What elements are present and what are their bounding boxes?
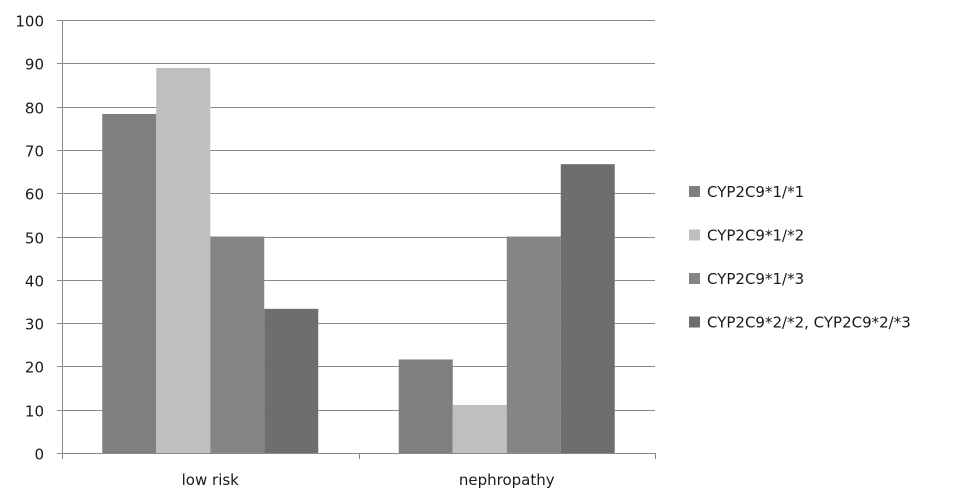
legend-swatch xyxy=(689,273,700,284)
bars xyxy=(102,68,615,454)
legend-label: CYP2C9*1/*3 xyxy=(707,270,804,288)
legend-item: CYP2C9*1/*1 xyxy=(689,183,804,201)
bar-2-3 xyxy=(506,236,561,453)
legend-label: CYP2C9*1/*1 xyxy=(707,183,804,201)
legend-item: CYP2C9*2/*2, CYP2C9*2/*3 xyxy=(689,314,911,332)
legend-swatch xyxy=(689,316,700,328)
legend-swatch xyxy=(689,229,700,241)
y-tick-label: 40 xyxy=(25,273,44,291)
legend: CYP2C9*1/*1 CYP2C9*1/*2 CYP2C9*1/*3 CYP2C9*… xyxy=(689,183,911,332)
y-tick-label: 10 xyxy=(25,403,44,421)
bar-2-2 xyxy=(452,404,507,453)
y-tick-label: 60 xyxy=(25,186,44,204)
y-tick-label: 50 xyxy=(25,230,44,248)
y-tick-label: 90 xyxy=(25,56,44,74)
bar-1-2 xyxy=(156,68,211,454)
x-axis-ticks: low risk nephropathy xyxy=(62,453,656,489)
axes xyxy=(62,20,655,454)
y-tick-label: 100 xyxy=(15,13,44,31)
bar-2-1 xyxy=(398,359,453,453)
y-tick-label: 0 xyxy=(34,446,44,464)
x-tick-label: nephropathy xyxy=(459,471,555,489)
legend-item: CYP2C9*1/*3 xyxy=(689,270,804,288)
legend-label: CYP2C9*2/*2, CYP2C9*2/*3 xyxy=(707,314,911,332)
bar-1-4 xyxy=(264,308,319,453)
y-tick-label: 70 xyxy=(25,143,44,161)
y-axis-ticks: 0 10 20 30 40 50 60 70 80 90 100 xyxy=(15,13,62,464)
y-tick-label: 30 xyxy=(25,316,44,334)
x-tick-label: low risk xyxy=(182,471,240,489)
legend-item: CYP2C9*1/*2 xyxy=(689,227,804,245)
legend-label: CYP2C9*1/*2 xyxy=(707,227,804,245)
bar-2-4 xyxy=(560,164,615,453)
y-tick-label: 20 xyxy=(25,359,44,377)
y-tick-label: 80 xyxy=(25,100,44,118)
legend-swatch xyxy=(689,186,700,197)
bar-1-3 xyxy=(210,236,265,453)
bar-1-1 xyxy=(102,113,157,453)
